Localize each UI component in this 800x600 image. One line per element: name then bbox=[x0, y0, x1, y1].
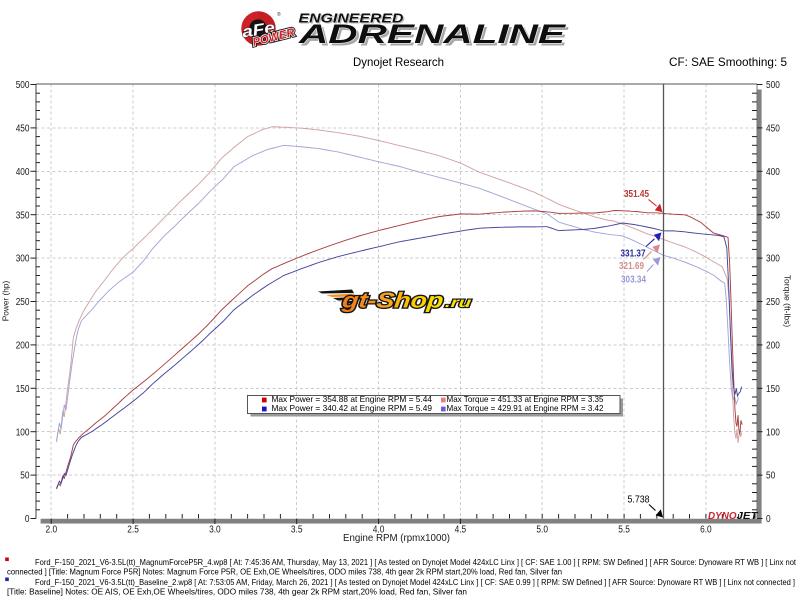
svg-text:0: 0 bbox=[766, 514, 771, 525]
svg-text:Max Power = 354.88 at Engine R: Max Power = 354.88 at Engine RPM = 5.44 bbox=[272, 394, 433, 404]
svg-text:5.0: 5.0 bbox=[536, 525, 548, 536]
svg-text:aFe: aFe bbox=[241, 19, 276, 41]
svg-text:250: 250 bbox=[766, 297, 780, 308]
svg-text:321.69: 321.69 bbox=[619, 260, 644, 272]
svg-text:400: 400 bbox=[16, 167, 30, 178]
svg-text:2.0: 2.0 bbox=[46, 525, 58, 536]
svg-text:500: 500 bbox=[766, 80, 780, 91]
svg-text:300: 300 bbox=[766, 254, 780, 265]
svg-text:Ford_F-150_2021_V6-3.5L(tt)_Ba: Ford_F-150_2021_V6-3.5L(tt)_Baseline_2.w… bbox=[35, 577, 795, 587]
svg-text:50: 50 bbox=[766, 471, 776, 482]
svg-text:2.5: 2.5 bbox=[127, 525, 139, 536]
svg-text:200: 200 bbox=[16, 341, 30, 352]
svg-text:DYNO: DYNO bbox=[708, 510, 737, 522]
svg-text:6.0: 6.0 bbox=[700, 525, 712, 536]
svg-text:150: 150 bbox=[16, 384, 30, 395]
svg-text:®: ® bbox=[277, 11, 281, 18]
svg-text:450: 450 bbox=[766, 124, 780, 135]
svg-text:Power (hp): Power (hp) bbox=[1, 280, 11, 321]
svg-text:350: 350 bbox=[766, 210, 780, 221]
svg-text:ADRENALINE: ADRENALINE bbox=[300, 21, 570, 51]
svg-text:500: 500 bbox=[16, 80, 30, 91]
svg-text:300: 300 bbox=[16, 254, 30, 265]
svg-text:Max Power = 340.42 at Engine R: Max Power = 340.42 at Engine RPM = 5.49 bbox=[272, 403, 433, 413]
svg-text:331.37: 331.37 bbox=[621, 248, 646, 260]
svg-text:150: 150 bbox=[766, 384, 780, 395]
svg-text:Ford_F-150_2021_V6-3.5L(tt)_Ma: Ford_F-150_2021_V6-3.5L(tt)_MagnumForceP… bbox=[35, 557, 797, 567]
svg-text:50: 50 bbox=[20, 471, 30, 482]
svg-text:JET: JET bbox=[737, 510, 760, 522]
svg-text:351.45: 351.45 bbox=[624, 188, 649, 200]
svg-text:5.5: 5.5 bbox=[618, 525, 630, 536]
svg-text:250: 250 bbox=[16, 297, 30, 308]
svg-text:4.5: 4.5 bbox=[455, 525, 467, 536]
svg-text:connected ] [Title: Magnum For: connected ] [Title: Magnum Force P5R] No… bbox=[7, 567, 562, 577]
svg-text:Dynojet Research: Dynojet Research bbox=[353, 55, 444, 69]
svg-text:100: 100 bbox=[766, 427, 780, 438]
svg-text:5.738: 5.738 bbox=[628, 494, 650, 506]
svg-text:100: 100 bbox=[16, 427, 30, 438]
svg-text:4.0: 4.0 bbox=[373, 525, 385, 536]
svg-text:303.34: 303.34 bbox=[621, 274, 646, 286]
svg-text:450: 450 bbox=[16, 124, 30, 135]
svg-text:350: 350 bbox=[16, 210, 30, 221]
svg-text:Max Torque = 451.33 at Engine: Max Torque = 451.33 at Engine RPM = 3.35 bbox=[447, 394, 604, 404]
svg-text:Max Torque = 429.91 at Engine: Max Torque = 429.91 at Engine RPM = 3.42 bbox=[447, 403, 604, 413]
svg-text:.ru: .ru bbox=[444, 294, 472, 310]
svg-text:gt-Shop: gt-Shop bbox=[340, 288, 445, 313]
svg-text:ADRENALINE: ADRENALINE bbox=[297, 19, 567, 49]
svg-text:CF: SAE Smoothing: 5: CF: SAE Smoothing: 5 bbox=[669, 55, 787, 69]
svg-text:ENGINEERED: ENGINEERED bbox=[300, 11, 406, 26]
svg-text:ENGINEERED: ENGINEERED bbox=[299, 10, 405, 25]
svg-text:Torque (ft-lbs): Torque (ft-lbs) bbox=[783, 275, 793, 328]
svg-text:3.0: 3.0 bbox=[209, 525, 221, 536]
svg-text:[Title: Baseline] Notes: OE A: [Title: Baseline] Notes: OE AIS, OE Exh,… bbox=[7, 587, 467, 597]
svg-text:3.5: 3.5 bbox=[291, 525, 303, 536]
svg-text:400: 400 bbox=[766, 167, 780, 178]
svg-text:0: 0 bbox=[25, 514, 30, 525]
svg-text:200: 200 bbox=[766, 341, 780, 352]
svg-text:Engine RPM (rpmx1000): Engine RPM (rpmx1000) bbox=[343, 533, 450, 544]
